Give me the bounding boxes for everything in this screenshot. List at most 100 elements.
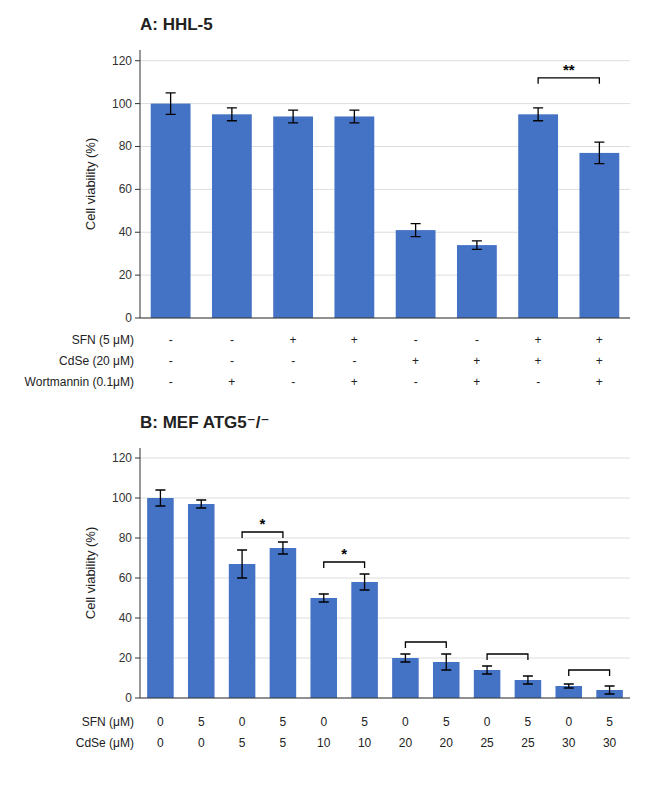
row-value: + xyxy=(473,354,480,368)
tick-mark xyxy=(135,275,140,276)
row-value: 25 xyxy=(521,736,535,750)
row-value: - xyxy=(230,354,234,368)
y-axis xyxy=(140,448,141,698)
tick-mark xyxy=(135,103,140,104)
x-axis xyxy=(140,698,630,699)
error-bar xyxy=(227,108,237,121)
bar xyxy=(351,582,378,698)
bar xyxy=(310,598,337,698)
error-bar xyxy=(605,686,615,694)
row-value: - xyxy=(169,333,173,347)
row-value: 30 xyxy=(562,736,576,750)
row-value: + xyxy=(535,354,542,368)
tick-label: 60 xyxy=(119,182,133,196)
row-value: 10 xyxy=(358,736,372,750)
bar xyxy=(457,245,497,318)
title: B: MEF ATG5⁻/⁻ xyxy=(140,413,269,432)
tick-label: 0 xyxy=(125,691,132,705)
error-bar xyxy=(400,654,410,662)
tick-mark xyxy=(135,458,140,459)
grid-line xyxy=(140,698,630,699)
grid-line xyxy=(140,60,630,61)
grid-line xyxy=(140,103,630,104)
sig-bracket xyxy=(487,654,528,660)
row-label: SFN (μM) xyxy=(82,715,134,729)
tick-label: 60 xyxy=(119,571,133,585)
row-value: 30 xyxy=(603,736,617,750)
grid-line xyxy=(140,498,630,499)
bar xyxy=(212,114,252,318)
bar xyxy=(188,504,215,698)
error-bar xyxy=(237,550,247,578)
row-value: - xyxy=(414,375,418,389)
error-bar xyxy=(411,224,421,237)
row-value: 25 xyxy=(480,736,494,750)
grid-line xyxy=(140,318,630,319)
tick-label: 20 xyxy=(119,651,133,665)
tick-mark xyxy=(135,498,140,499)
row-value: 5 xyxy=(239,736,246,750)
tick-label: 80 xyxy=(119,531,133,545)
row-value: - xyxy=(169,354,173,368)
error-bar xyxy=(278,542,288,554)
row-value: 20 xyxy=(440,736,454,750)
bar xyxy=(273,116,313,318)
bar xyxy=(270,548,297,698)
axis-label: Cell viability (%) xyxy=(83,527,98,619)
bar xyxy=(151,104,191,318)
row-value: - xyxy=(414,333,418,347)
grid-line xyxy=(140,458,630,459)
panel: A: HHL-5020406080100120Cell viability (%… xyxy=(25,15,630,389)
row-value: 0 xyxy=(565,715,572,729)
row-value: - xyxy=(352,354,356,368)
x-axis xyxy=(140,318,630,319)
row-value: 5 xyxy=(361,715,368,729)
axis-label: Cell viability (%) xyxy=(83,138,98,230)
tick-label: 80 xyxy=(119,139,133,153)
row-value: - xyxy=(169,375,173,389)
tick-label: 100 xyxy=(112,97,132,111)
error-bar xyxy=(564,684,574,688)
row-value: + xyxy=(412,354,419,368)
bar xyxy=(229,564,256,698)
row-value: 0 xyxy=(157,715,164,729)
row-value: 0 xyxy=(239,715,246,729)
plot-area xyxy=(147,490,623,698)
tick-mark xyxy=(135,318,140,319)
row-value: 5 xyxy=(280,715,287,729)
tick-label: 120 xyxy=(112,54,132,68)
bar xyxy=(579,153,619,318)
sig-bracket xyxy=(324,562,365,568)
row-value: + xyxy=(473,375,480,389)
row-value: 5 xyxy=(443,715,450,729)
row-value: 0 xyxy=(157,736,164,750)
row-value: 0 xyxy=(320,715,327,729)
tick-label: 100 xyxy=(112,491,132,505)
sig-bracket xyxy=(405,642,446,648)
title: A: HHL-5 xyxy=(140,15,213,34)
row-value: + xyxy=(351,375,358,389)
tick-mark xyxy=(135,146,140,147)
tick-label: 40 xyxy=(119,611,133,625)
tick-mark xyxy=(135,232,140,233)
error-bar xyxy=(441,654,451,670)
tick-label: 20 xyxy=(119,268,133,282)
error-bar xyxy=(594,142,604,163)
figure: A: HHL-5020406080100120Cell viability (%… xyxy=(0,0,650,802)
row-value: + xyxy=(290,333,297,347)
row-value: - xyxy=(475,333,479,347)
error-bar xyxy=(360,574,370,590)
row-value: - xyxy=(230,333,234,347)
error-bar xyxy=(523,676,533,684)
row-label: SFN (5 μM) xyxy=(72,333,134,347)
row-label: Wortmannin (0.1μM) xyxy=(25,375,134,389)
row-value: - xyxy=(536,375,540,389)
error-bar xyxy=(349,110,359,123)
error-bar xyxy=(472,241,482,250)
row-label: CdSe (20 μM) xyxy=(59,354,134,368)
row-value: 0 xyxy=(484,715,491,729)
y-axis xyxy=(140,50,141,318)
tick-label: 120 xyxy=(112,451,132,465)
row-value: + xyxy=(596,333,603,347)
row-value: + xyxy=(535,333,542,347)
